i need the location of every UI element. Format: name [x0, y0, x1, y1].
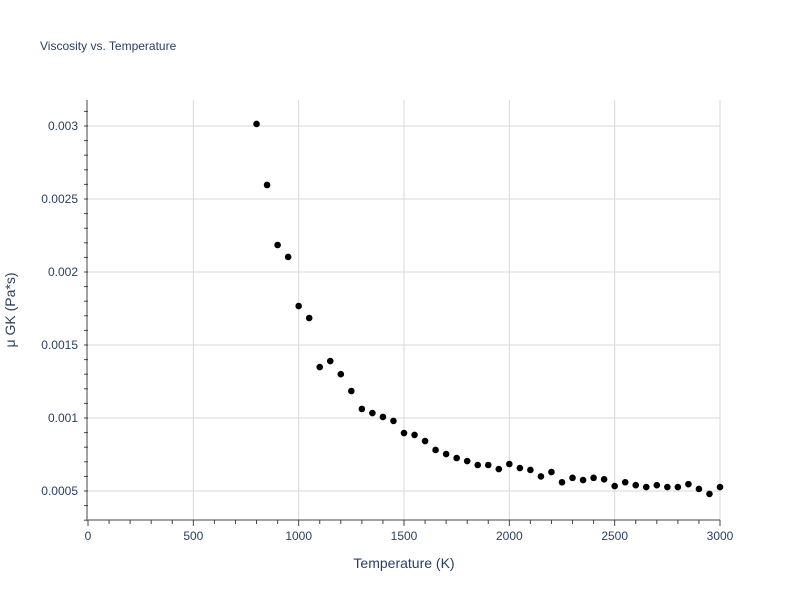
- data-point: [632, 481, 640, 489]
- data-point: [263, 181, 271, 189]
- data-point: [695, 485, 703, 493]
- data-point: [411, 431, 418, 439]
- data-point: [590, 474, 597, 482]
- data-point: [674, 483, 682, 491]
- data-point: [390, 417, 397, 425]
- x-tick-label: 1500: [391, 529, 418, 543]
- data-point: [305, 314, 313, 322]
- data-point: [432, 446, 439, 454]
- data-point: [316, 363, 324, 371]
- y-tick-label: 0.001: [48, 411, 78, 425]
- y-tick-label: 0.002: [48, 265, 78, 279]
- data-point: [621, 478, 629, 486]
- data-point: [474, 461, 482, 469]
- data-point: [685, 480, 692, 488]
- axes: 0 500 1000 1500 2000 2500 3000 0.0005 0.001 0.001…: [41, 100, 734, 543]
- data-point: [421, 437, 429, 445]
- data-point: [537, 473, 545, 480]
- data-point: [495, 465, 503, 473]
- data-points: [253, 120, 724, 498]
- y-tick-label: 0.003: [48, 119, 78, 133]
- y-tick-label: 0.0025: [41, 192, 78, 206]
- data-point: [516, 464, 524, 472]
- data-point: [253, 120, 260, 128]
- data-point: [579, 476, 587, 484]
- data-point: [664, 483, 671, 491]
- data-point: [569, 474, 576, 482]
- data-point: [369, 409, 376, 417]
- data-point: [442, 450, 450, 458]
- x-tick-label: 2000: [496, 529, 523, 543]
- data-point: [506, 460, 513, 468]
- chart-title: Viscosity vs. Temperature: [40, 39, 177, 53]
- x-tick-label: 3000: [707, 529, 734, 543]
- data-point: [337, 370, 345, 378]
- y-axis-title: μ GK (Pa*s): [2, 273, 18, 348]
- data-point: [611, 482, 618, 490]
- data-point: [527, 466, 534, 474]
- grid: [88, 100, 721, 520]
- data-point: [400, 429, 408, 437]
- data-point: [379, 413, 387, 421]
- data-point: [348, 387, 355, 395]
- data-point: [484, 461, 492, 469]
- y-tick-label: 0.0015: [41, 338, 78, 352]
- data-point: [653, 481, 661, 489]
- data-point: [600, 476, 608, 483]
- data-point: [706, 490, 713, 498]
- data-point: [463, 457, 471, 465]
- data-point: [716, 483, 724, 491]
- data-point: [548, 468, 555, 476]
- data-point: [558, 478, 566, 486]
- data-point: [274, 241, 281, 249]
- x-tick-label: 500: [183, 529, 203, 543]
- data-point: [326, 357, 334, 365]
- y-tick-label: 0.0005: [41, 484, 78, 498]
- x-tick-label: 2500: [601, 529, 628, 543]
- x-tick-label: 0: [85, 529, 92, 543]
- data-point: [642, 483, 650, 491]
- data-point: [358, 405, 366, 413]
- data-point: [295, 302, 302, 310]
- data-point: [284, 253, 292, 261]
- x-tick-label: 1000: [285, 529, 312, 543]
- x-axis-title: Temperature (K): [353, 555, 454, 571]
- data-point: [453, 454, 460, 462]
